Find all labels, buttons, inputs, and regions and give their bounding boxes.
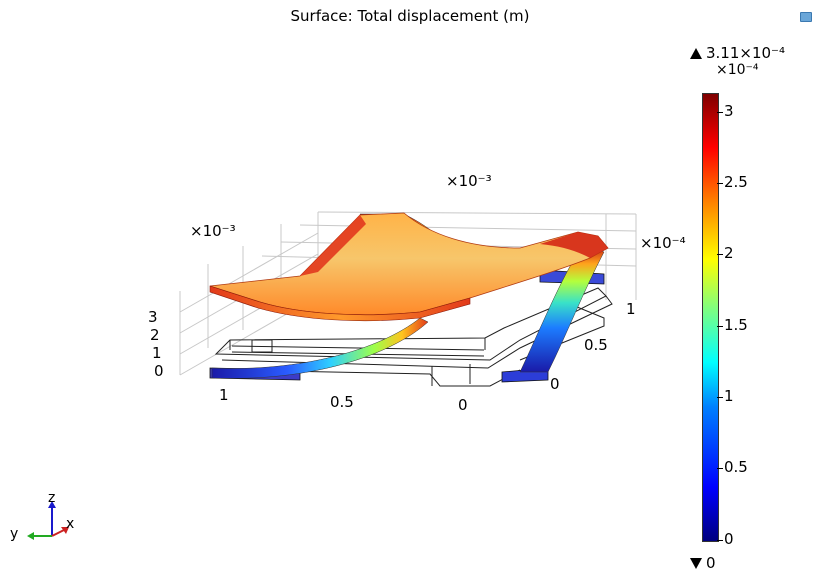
undeformed-wireframe <box>214 287 613 387</box>
colorbar-tick-label: 3 <box>724 102 734 120</box>
colorbar-tick-label: 1 <box>724 387 734 405</box>
colorbar-min: 0 <box>690 554 716 572</box>
colorbar-tick-mark <box>717 112 723 113</box>
y-tick: 0.5 <box>330 393 354 411</box>
right-beam <box>519 245 605 373</box>
triad-z-label: z <box>48 490 56 506</box>
y-tick: 0 <box>458 396 468 414</box>
axis-exponent-right: ×10⁻⁴ <box>640 234 686 252</box>
colorbar-max: 3.11×10⁻⁴ <box>690 44 785 62</box>
x-tick: 0.5 <box>584 336 608 354</box>
y-tick: 1 <box>219 386 229 404</box>
colorbar-tick-mark <box>717 183 723 184</box>
min-arrow-icon <box>690 558 702 569</box>
colorbar-tick-label: 2.5 <box>724 173 748 191</box>
colorbar-tick-label: 0 <box>724 530 734 548</box>
z-tick: 0 <box>154 362 164 380</box>
colorbar-tick-label: 1.5 <box>724 316 748 334</box>
colorbar-tick-label: 0.5 <box>724 458 748 476</box>
colorbar-tick-mark <box>717 254 723 255</box>
colorbar-exponent: ×10⁻⁴ <box>716 62 759 78</box>
colorbar <box>702 93 719 542</box>
z-tick: 3 <box>148 308 158 326</box>
colorbar-tick-mark <box>717 326 723 327</box>
axis-exponent-left: ×10⁻³ <box>190 222 236 240</box>
axis-triad-icon <box>27 501 69 540</box>
triad-x-label: x <box>66 516 75 532</box>
plate-left-wing <box>300 215 366 276</box>
z-tick: 1 <box>152 344 162 362</box>
triad-y-label: y <box>10 526 19 542</box>
deformed-plate <box>209 212 609 316</box>
axis-triad: z y x <box>8 490 88 552</box>
left-beam <box>211 317 429 379</box>
colorbar-tick-mark <box>717 468 723 469</box>
plot-title: Surface: Total displacement (m) <box>290 7 530 25</box>
x-tick: 0 <box>550 375 560 393</box>
x-tick: 1 <box>626 300 636 318</box>
colorbar-tick-mark <box>717 397 723 398</box>
plot-grid <box>179 211 637 376</box>
axis-exponent-top: ×10⁻³ <box>446 172 492 190</box>
z-tick: 2 <box>150 326 160 344</box>
plot-window-icon[interactable] <box>800 12 812 22</box>
colorbar-tick-mark <box>717 540 723 541</box>
colorbar-tick-label: 2 <box>724 244 734 262</box>
max-arrow-icon <box>690 48 702 59</box>
plate-right-wing <box>540 232 608 258</box>
plate-front-edge <box>209 285 471 322</box>
